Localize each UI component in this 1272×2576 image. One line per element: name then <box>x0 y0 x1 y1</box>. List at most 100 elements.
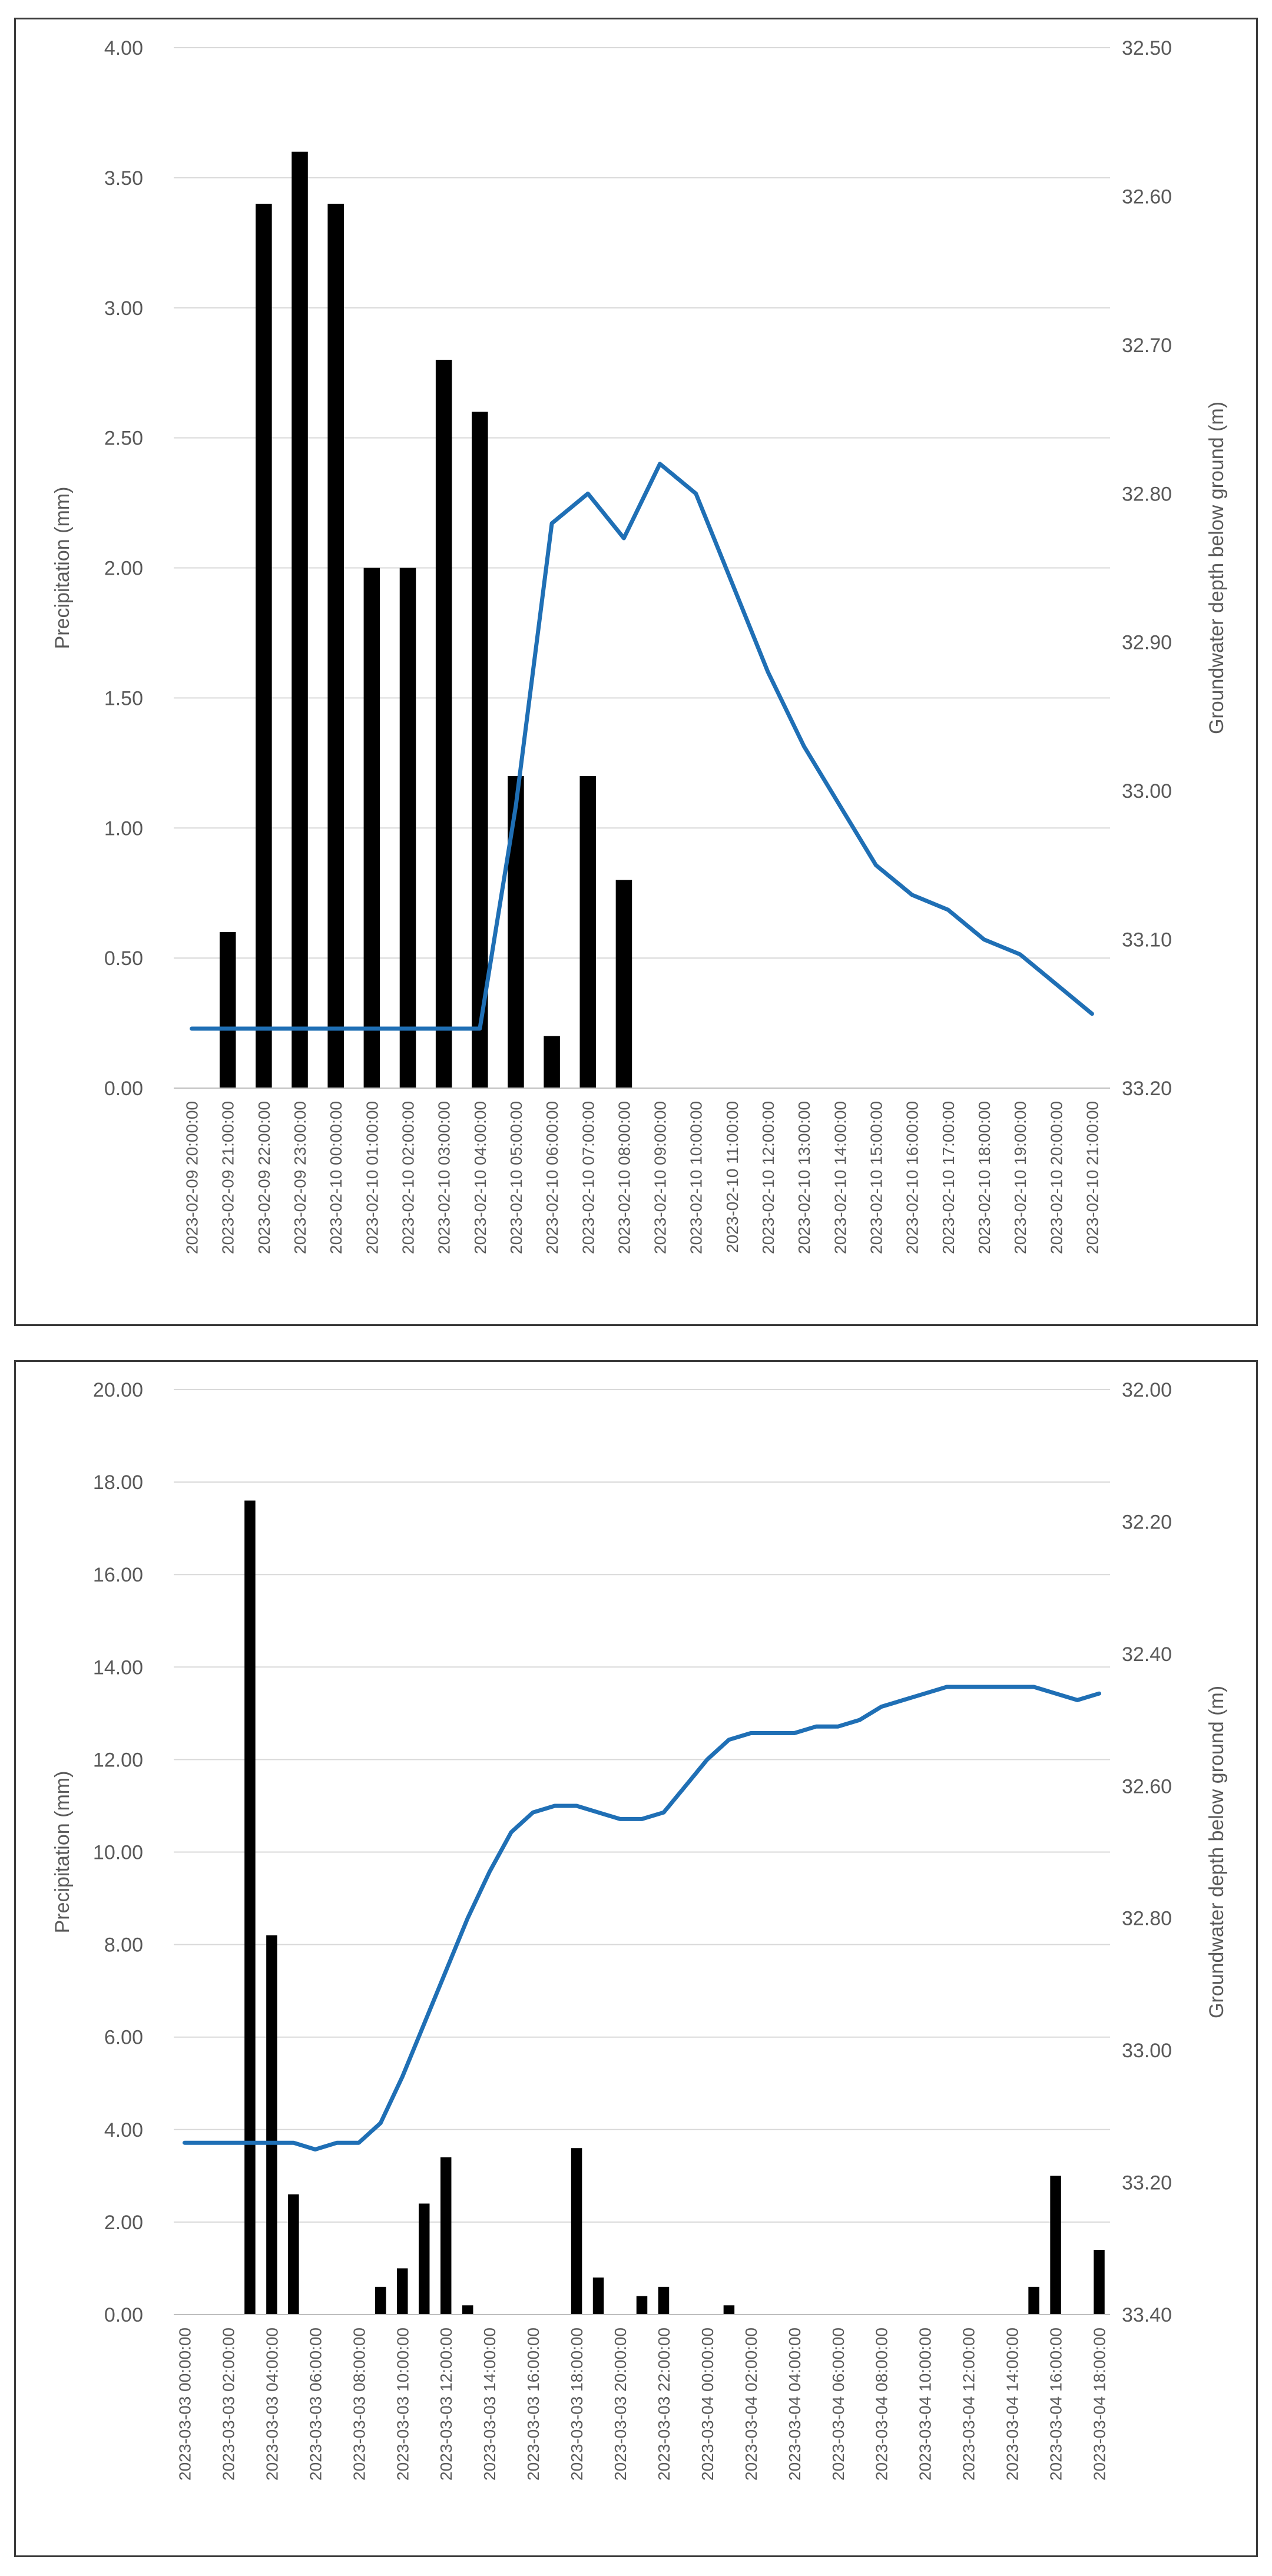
x-tick-label: 2023-02-10 16:00:00 <box>903 1101 922 1254</box>
x-tick-label: 2023-03-04 06:00:00 <box>829 2328 847 2481</box>
precipitation-bar <box>636 2296 648 2315</box>
y-tick-label: 6.00 <box>104 2027 143 2049</box>
y2-tick-label: 32.60 <box>1122 185 1172 208</box>
x-tick-label: 2023-02-10 09:00:00 <box>651 1101 670 1254</box>
x-tick-label: 2023-02-10 06:00:00 <box>543 1101 561 1254</box>
x-tick-label: 2023-02-10 05:00:00 <box>507 1101 525 1254</box>
y-tick-label: 3.00 <box>104 297 143 320</box>
y-tick-label: 4.00 <box>104 37 143 59</box>
y2-tick-label: 33.00 <box>1122 780 1172 803</box>
x-tick-label: 2023-02-10 07:00:00 <box>579 1101 597 1254</box>
y-tick-label: 14.00 <box>93 1656 143 1679</box>
y-tick-label: 16.00 <box>93 1564 143 1586</box>
y2-tick-label: 32.00 <box>1122 1379 1172 1401</box>
precipitation-bar <box>462 2305 473 2315</box>
y-tick-label: 1.00 <box>104 817 143 840</box>
precipitation-bar <box>327 204 344 1088</box>
y2-tick-label: 32.60 <box>1122 1775 1172 1798</box>
y2-tick-label: 32.80 <box>1122 483 1172 505</box>
x-tick-label: 2023-03-04 14:00:00 <box>1003 2328 1022 2481</box>
x-tick-label: 2023-03-03 16:00:00 <box>524 2328 542 2481</box>
precipitation-bar <box>399 568 416 1088</box>
chart-panel-bottom: 0.00 2.00 4.00 6.00 8.00 10.00 12.00 14.00 16.00… <box>14 1360 1258 2557</box>
x-tick-label: 2023-03-03 06:00:00 <box>306 2328 324 2481</box>
precipitation-bar <box>363 568 380 1088</box>
x-tick-label: 2023-03-04 12:00:00 <box>960 2328 978 2481</box>
y-tick-label: 0.00 <box>104 2304 143 2326</box>
x-tick-label: 2023-03-03 14:00:00 <box>481 2328 499 2481</box>
precipitation-bar <box>440 2157 452 2315</box>
y-tick-label: 12.00 <box>93 1749 143 1771</box>
x-tick-label: 2023-03-03 00:00:00 <box>175 2328 194 2481</box>
y-tick-label: 3.50 <box>104 167 143 190</box>
x-tick-label: 2023-02-10 17:00:00 <box>939 1101 958 1254</box>
precipitation-bar <box>288 2194 299 2315</box>
precipitation-bar <box>266 1935 277 2315</box>
precipitation-bar <box>472 412 488 1089</box>
y2-tick-label: 32.80 <box>1122 1908 1172 1930</box>
y-tick-label: 0.50 <box>104 947 143 970</box>
y2-tick-label: 33.10 <box>1122 929 1172 952</box>
precipitation-bar <box>256 204 272 1088</box>
y-tick-label: 8.00 <box>104 1934 143 1957</box>
precipitation-bar <box>615 880 632 1088</box>
x-tick-label: 2023-03-04 00:00:00 <box>698 2328 717 2481</box>
precipitation-bar <box>1028 2286 1039 2315</box>
x-tick-label: 2023-03-04 08:00:00 <box>873 2328 891 2481</box>
y-tick-label: 2.00 <box>104 2212 143 2234</box>
y-axis-title: Precipitation (mm) <box>51 1771 74 1934</box>
y2-tick-label: 32.50 <box>1122 37 1172 59</box>
y2-tick-label: 33.20 <box>1122 1078 1172 1100</box>
x-tick-label: 2023-03-04 16:00:00 <box>1047 2328 1065 2481</box>
x-tick-label: 2023-03-03 04:00:00 <box>263 2328 281 2481</box>
x-tick-label: 2023-03-03 22:00:00 <box>655 2328 673 2481</box>
x-tick-label: 2023-03-04 02:00:00 <box>742 2328 760 2481</box>
y2-tick-label: 32.90 <box>1122 632 1172 654</box>
y2-tick-label: 32.20 <box>1122 1511 1172 1533</box>
y-tick-label: 18.00 <box>93 1471 143 1494</box>
precipitation-bar <box>435 360 452 1088</box>
y2-tick-label: 33.00 <box>1122 2040 1172 2062</box>
precipitation-bar <box>1094 2250 1105 2315</box>
x-tick-label: 2023-02-10 01:00:00 <box>363 1101 381 1254</box>
y-tick-label: 2.00 <box>104 558 143 580</box>
x-tick-label: 2023-02-10 12:00:00 <box>759 1101 777 1254</box>
x-tick-label: 2023-02-09 23:00:00 <box>291 1101 309 1254</box>
precipitation-bar <box>244 1500 256 2315</box>
y-tick-label: 0.00 <box>104 1078 143 1100</box>
chart-1: 0.00 0.50 1.00 1.50 2.00 2.50 3.00 3.50 4.00 32.5… <box>51 37 1228 1254</box>
precipitation-bar <box>592 2277 604 2315</box>
x-tick-label: 2023-02-10 11:00:00 <box>723 1101 741 1253</box>
y2-tick-label: 33.40 <box>1122 2304 1172 2326</box>
x-tick-label: 2023-03-04 04:00:00 <box>786 2328 804 2481</box>
y-axis-title: Precipitation (mm) <box>51 487 74 649</box>
x-tick-label: 2023-03-04 10:00:00 <box>916 2328 935 2481</box>
y2-axis-title: Groundwater depth below ground (m) <box>1205 402 1228 734</box>
y2-tick-label: 33.20 <box>1122 2172 1172 2194</box>
x-tick-label: 2023-02-10 03:00:00 <box>435 1101 453 1254</box>
y-tick-label: 2.50 <box>104 427 143 450</box>
precipitation-bar <box>397 2268 408 2315</box>
precipitation-bar <box>292 151 308 1089</box>
precipitation-bar <box>375 2286 386 2315</box>
x-tick-label: 2023-02-10 14:00:00 <box>831 1101 849 1254</box>
x-tick-label: 2023-03-03 10:00:00 <box>393 2328 412 2481</box>
precipitation-bar <box>579 775 597 1088</box>
x-tick-label: 2023-03-03 18:00:00 <box>568 2328 586 2481</box>
y-tick-label: 1.50 <box>104 687 143 710</box>
y-tick-label: 20.00 <box>93 1379 143 1401</box>
x-tick-label: 2023-03-03 12:00:00 <box>437 2328 455 2481</box>
x-tick-label: 2023-02-10 08:00:00 <box>615 1101 633 1254</box>
x-tick-label: 2023-02-09 20:00:00 <box>183 1101 201 1254</box>
x-tick-label: 2023-02-10 00:00:00 <box>327 1101 345 1254</box>
y2-axis-title: Groundwater depth below ground (m) <box>1205 1686 1228 2018</box>
precipitation-bar <box>219 931 236 1088</box>
precipitation-bar <box>723 2305 735 2315</box>
precipitation-bar <box>571 2148 582 2315</box>
x-tick-label: 2023-03-03 02:00:00 <box>219 2328 237 2481</box>
x-tick-label: 2023-02-10 21:00:00 <box>1083 1101 1101 1254</box>
y2-tick-label: 32.40 <box>1122 1643 1172 1666</box>
groundwater-depth-line <box>190 462 1094 1031</box>
chart-2: 0.00 2.00 4.00 6.00 8.00 10.00 12.00 14.00 16.00… <box>51 1379 1228 2481</box>
y-tick-label: 10.00 <box>93 1842 143 1864</box>
